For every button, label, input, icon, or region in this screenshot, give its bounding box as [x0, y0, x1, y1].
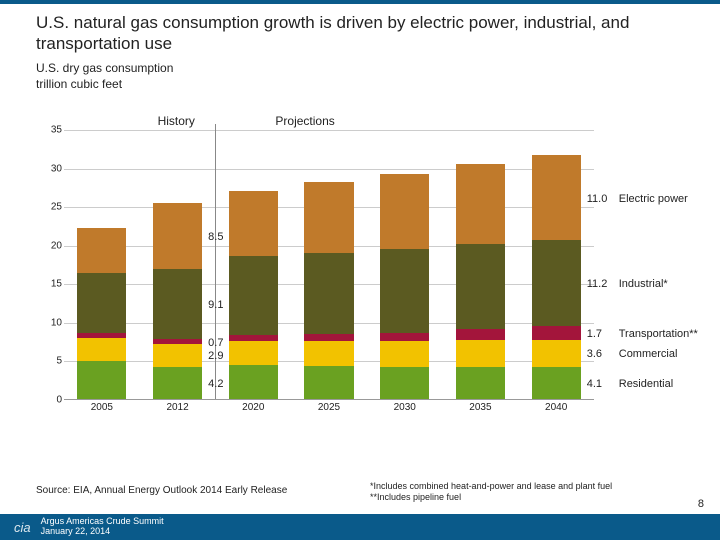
footnote-2: **Includes pipeline fuel — [370, 492, 612, 502]
logo-text: cia — [14, 520, 31, 535]
bar-2012 — [153, 203, 202, 399]
seg-industrial — [532, 240, 581, 326]
chart-container: 0510152025303520052012202020252030203520… — [36, 130, 596, 420]
seg-commercial — [304, 341, 353, 366]
source-text: Source: EIA, Annual Energy Outlook 2014 … — [36, 485, 287, 496]
legend-residential: Residential — [619, 378, 673, 390]
right-value-residential: 4.1 — [587, 378, 602, 390]
left-value-residential: 4.2 — [208, 378, 223, 390]
seg-electric-power — [456, 164, 505, 244]
subtitle-line-1: U.S. dry gas consumption — [0, 59, 720, 75]
seg-industrial — [380, 249, 429, 332]
seg-electric-power — [153, 203, 202, 269]
seg-industrial — [304, 253, 353, 334]
bar-2020 — [229, 191, 278, 399]
seg-residential — [380, 367, 429, 399]
left-value-transportation: 0.7 — [208, 337, 223, 349]
y-tick-label: 15 — [38, 279, 62, 290]
legend-commercial: Commercial — [619, 348, 678, 360]
y-tick-label: 0 — [38, 395, 62, 406]
left-value-commercial: 2.9 — [208, 350, 223, 362]
seg-commercial — [153, 344, 202, 366]
seg-residential — [153, 367, 202, 399]
seg-transportation — [532, 326, 581, 339]
section-label-history: History — [158, 114, 195, 128]
y-tick-label: 30 — [38, 163, 62, 174]
right-value-industrial: 11.2 — [587, 278, 608, 290]
seg-transportation — [456, 329, 505, 340]
y-tick-label: 25 — [38, 202, 62, 213]
page-number: 8 — [698, 498, 704, 510]
seg-commercial — [456, 340, 505, 367]
x-tick-label: 2012 — [166, 402, 188, 413]
x-tick-label: 2020 — [242, 402, 264, 413]
seg-commercial — [229, 341, 278, 365]
section-label-projections: Projections — [275, 114, 334, 128]
bar-2005 — [77, 228, 126, 399]
bar-2040 — [532, 155, 581, 399]
legend-industrial: Industrial* — [619, 278, 668, 290]
seg-residential — [77, 361, 126, 399]
seg-electric-power — [229, 191, 278, 257]
seg-residential — [229, 365, 278, 399]
x-tick-label: 2005 — [91, 402, 113, 413]
y-tick-label: 5 — [38, 356, 62, 367]
subtitle-line-2: trillion cubic feet — [0, 75, 720, 91]
y-tick-label: 10 — [38, 317, 62, 328]
seg-industrial — [153, 269, 202, 339]
right-value-transportation: 1.7 — [587, 328, 602, 340]
seg-electric-power — [532, 155, 581, 240]
bar-2030 — [380, 174, 429, 399]
seg-industrial — [77, 273, 126, 333]
seg-residential — [532, 367, 581, 399]
seg-electric-power — [380, 174, 429, 250]
seg-electric-power — [77, 228, 126, 274]
seg-commercial — [77, 338, 126, 361]
seg-residential — [304, 366, 353, 399]
footer-event-block: Argus Americas Crude Summit January 22, … — [41, 517, 164, 537]
x-tick-label: 2040 — [545, 402, 567, 413]
left-value-electric-power: 8.5 — [208, 231, 223, 243]
left-value-industrial: 9.1 — [208, 299, 223, 311]
page-title: U.S. natural gas consumption growth is d… — [0, 4, 720, 59]
right-value-commercial: 3.6 — [587, 348, 602, 360]
seg-electric-power — [304, 182, 353, 253]
bar-2025 — [304, 182, 353, 399]
footer-date: January 22, 2014 — [41, 527, 164, 537]
seg-transportation — [304, 334, 353, 341]
gridline — [64, 130, 594, 131]
seg-commercial — [532, 340, 581, 368]
legend-electric-power: Electric power — [619, 193, 688, 205]
seg-commercial — [380, 341, 429, 366]
legend-transportation: Transportation** — [619, 328, 698, 340]
gridline — [64, 169, 594, 170]
x-tick-label: 2035 — [469, 402, 491, 413]
seg-residential — [456, 367, 505, 399]
y-tick-label: 20 — [38, 240, 62, 251]
seg-industrial — [229, 256, 278, 335]
x-tick-label: 2030 — [394, 402, 416, 413]
y-tick-label: 35 — [38, 125, 62, 136]
x-tick-label: 2025 — [318, 402, 340, 413]
bar-2035 — [456, 164, 505, 399]
seg-transportation — [380, 333, 429, 341]
chart-plot-area: 0510152025303520052012202020252030203520… — [64, 130, 594, 400]
right-value-electric-power: 11.0 — [587, 193, 608, 205]
footnotes: *Includes combined heat-and-power and le… — [370, 481, 612, 502]
footnote-1: *Includes combined heat-and-power and le… — [370, 481, 612, 491]
footer-bar: cia Argus Americas Crude Summit January … — [0, 514, 720, 540]
seg-industrial — [456, 244, 505, 329]
